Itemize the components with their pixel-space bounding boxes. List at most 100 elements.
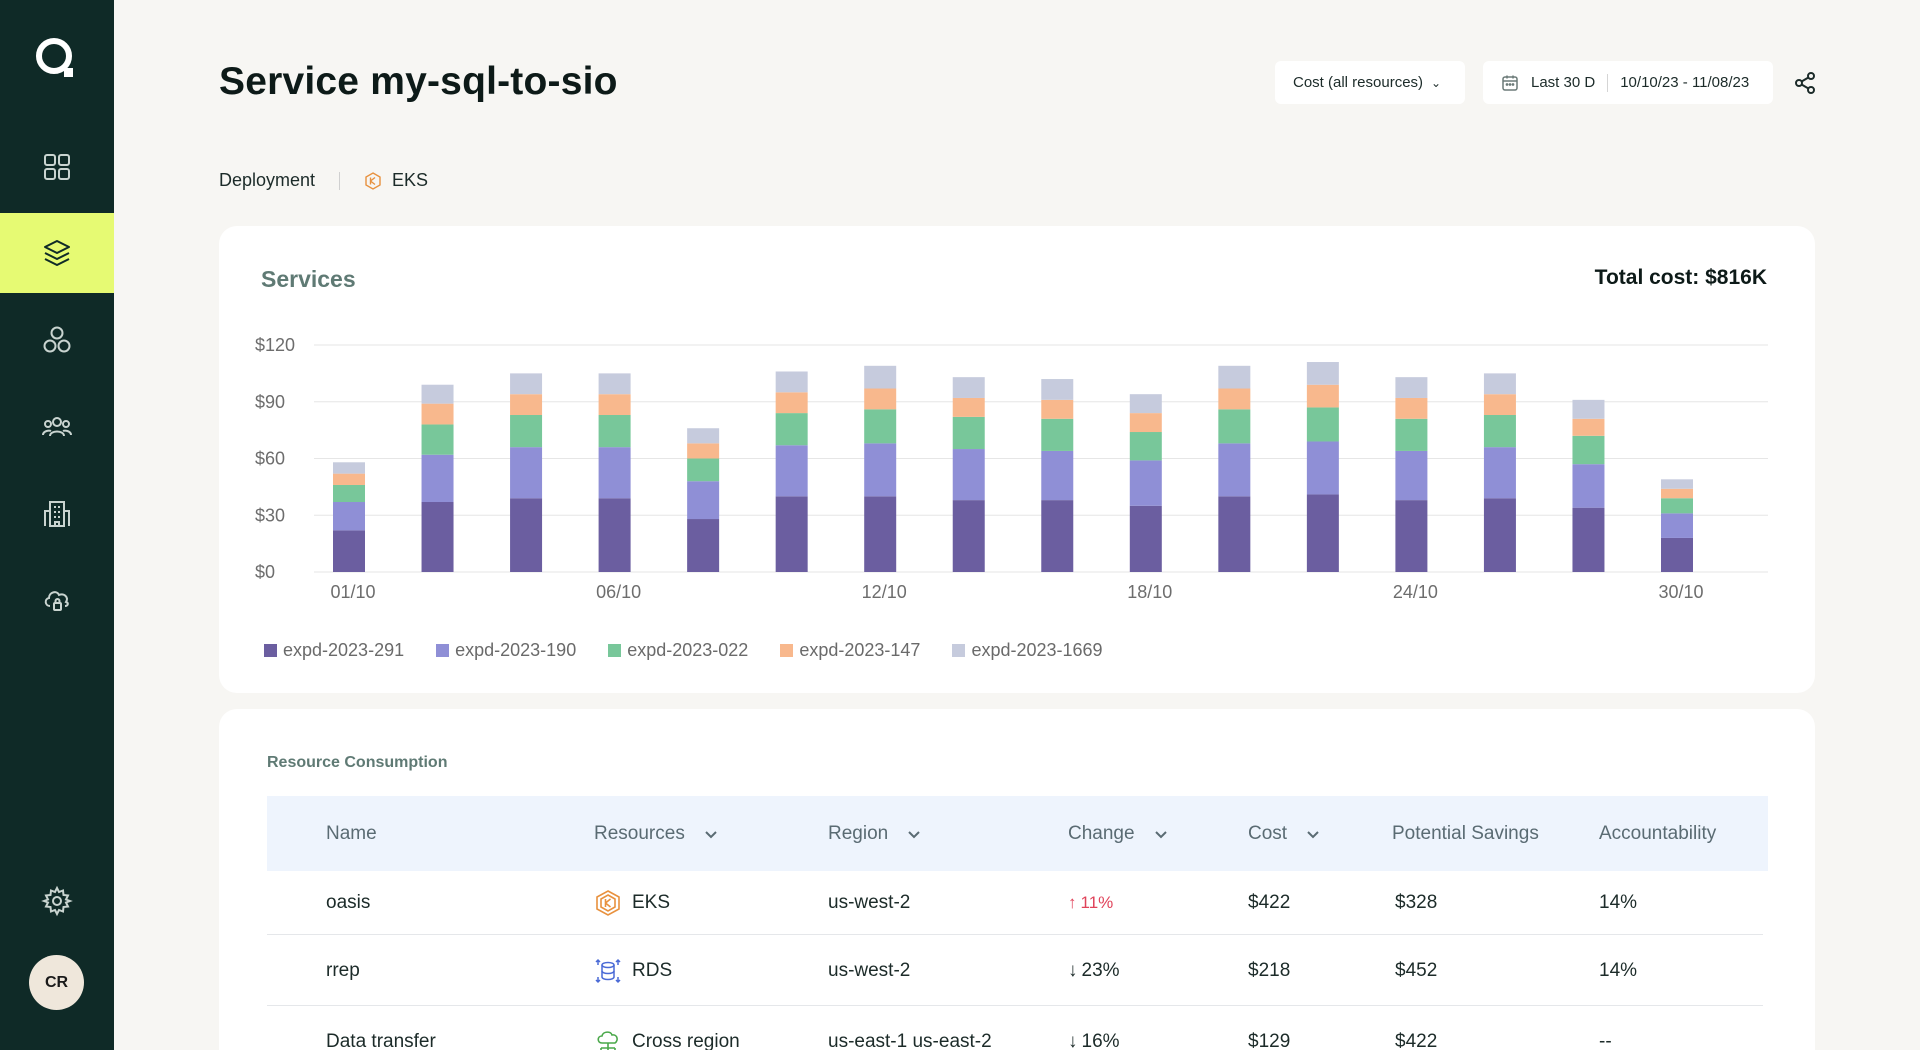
cell-accountability: 14% — [1599, 892, 1638, 913]
col-name[interactable]: Name — [326, 796, 377, 871]
legend-item[interactable]: expd-2023-291 — [264, 640, 404, 661]
bar-segment-expd-2023-1669 — [952, 377, 985, 398]
calendar-icon — [1502, 75, 1518, 91]
bar-segment-expd-2023-147 — [421, 403, 454, 425]
col-cost[interactable]: Cost — [1248, 796, 1321, 871]
services-icon — [43, 326, 71, 353]
col-change-label: Change — [1068, 822, 1135, 844]
bar-segment-expd-2023-291 — [1218, 496, 1251, 572]
arrow-up-icon: ↑ — [1068, 893, 1077, 912]
bar-segment-expd-2023-190 — [775, 445, 808, 497]
bar-segment-expd-2023-1669 — [1572, 399, 1605, 419]
bar-segment-expd-2023-190 — [1218, 443, 1251, 497]
cell-resource-label: RDS — [632, 960, 673, 981]
bar-segment-expd-2023-190 — [510, 447, 543, 499]
table-row[interactable]: Data transfer Cross region us-east-1 us-… — [267, 1007, 1763, 1050]
col-region-label: Region — [828, 822, 889, 844]
cell-change-value: 16% — [1081, 1031, 1120, 1050]
legend-label: expd-2023-022 — [627, 640, 749, 660]
table-title: Resource Consumption — [267, 754, 448, 771]
cell-resource-label: EKS — [632, 892, 671, 913]
bar-segment-expd-2023-022 — [510, 414, 543, 448]
legend-item[interactable]: expd-2023-190 — [436, 640, 576, 661]
cost-select[interactable]: Cost (all resources) ⌄ — [1275, 61, 1465, 104]
legend-swatch — [264, 644, 277, 657]
col-accountability[interactable]: Accountability — [1599, 796, 1716, 871]
bar-segment-expd-2023-190 — [1395, 450, 1428, 501]
legend-swatch — [780, 644, 794, 657]
bar-segment-expd-2023-022 — [1483, 414, 1516, 448]
legend-swatch — [608, 644, 622, 657]
bar-segment-expd-2023-147 — [1572, 418, 1605, 436]
bar-segment-expd-2023-147 — [510, 394, 543, 415]
cloud-network-icon — [597, 1031, 618, 1050]
table-row[interactable]: rrep RDS us-west-2 ↓ 23% $218 $452 14% — [267, 936, 1763, 1006]
bar-segment-expd-2023-190 — [952, 449, 985, 501]
col-name-label: Name — [326, 822, 377, 844]
table-header: Name Resources Region Change Cost Potent… — [267, 796, 1768, 871]
bar-segment-expd-2023-147 — [775, 392, 808, 414]
nav-services[interactable] — [0, 300, 114, 380]
nav-dashboard[interactable] — [0, 127, 114, 207]
bar-segment-expd-2023-147 — [952, 397, 985, 417]
avatar[interactable]: CR — [29, 955, 84, 1010]
deployment-label: Deployment — [219, 170, 316, 190]
bar-segment-expd-2023-291 — [1041, 500, 1074, 572]
bar-segment-expd-2023-022 — [1306, 407, 1339, 442]
bar-segment-expd-2023-147 — [1218, 388, 1251, 410]
bar-segment-expd-2023-291 — [1129, 505, 1162, 572]
bar-segment-expd-2023-022 — [1129, 432, 1162, 461]
date-range-picker[interactable]: Last 30 D 10/10/23 - 11/08/23 — [1483, 61, 1773, 104]
bar-segment-expd-2023-147 — [1661, 488, 1693, 499]
share-icon[interactable] — [1793, 71, 1817, 95]
cell-change: ↓ 16% — [1068, 1007, 1120, 1050]
table-row[interactable]: oasis EKS us-west-2 ↑ 11% $422 $328 14% — [267, 871, 1763, 935]
bar-segment-expd-2023-147 — [687, 443, 720, 459]
nav-settings[interactable] — [0, 861, 114, 941]
cell-accountability: -- — [1599, 1031, 1612, 1050]
nav-layers[interactable] — [0, 213, 114, 293]
cell-resource: RDS — [594, 936, 672, 1006]
cell-savings: $452 — [1395, 960, 1438, 981]
bar-segment-expd-2023-190 — [1041, 450, 1074, 501]
services-chart-card: Services Total cost: $816K $120 $90 $60 $30… — [219, 226, 1815, 693]
col-region[interactable]: Region — [828, 796, 922, 871]
x-tick-label: 30/10 — [1658, 582, 1703, 602]
bar-segment-expd-2023-022 — [1218, 409, 1251, 444]
cell-region: us-west-2 — [828, 892, 911, 913]
col-change[interactable]: Change — [1068, 796, 1169, 871]
col-resources[interactable]: Resources — [594, 796, 719, 871]
logo-icon[interactable] — [33, 35, 81, 83]
legend-item[interactable]: expd-2023-1669 — [952, 640, 1103, 661]
chevron-down-icon — [908, 830, 920, 838]
bar-segment-expd-2023-190 — [1572, 464, 1605, 508]
cell-resource-label: Cross region — [632, 1031, 740, 1050]
y-tick-label: $90 — [255, 392, 285, 412]
chevron-down-icon — [1307, 830, 1319, 838]
date-range-text: 10/10/23 - 11/08/23 — [1620, 74, 1750, 91]
cell-region: us-east-1 us-east-2 — [828, 1031, 992, 1050]
legend-swatch — [436, 644, 450, 657]
chevron-down-icon — [1154, 830, 1167, 838]
legend-item[interactable]: expd-2023-147 — [780, 640, 920, 661]
bar-segment-expd-2023-291 — [598, 498, 631, 572]
nav-organization[interactable] — [0, 474, 114, 554]
legend-item[interactable]: expd-2023-022 — [608, 640, 748, 661]
x-tick-label: 01/10 — [330, 582, 375, 602]
bar-segment-expd-2023-1669 — [421, 384, 454, 404]
eks-icon — [596, 890, 620, 916]
divider — [339, 171, 341, 190]
bar-segment-expd-2023-291 — [1483, 498, 1516, 572]
cell-cost: $422 — [1248, 892, 1291, 913]
bar-segment-expd-2023-022 — [864, 409, 897, 444]
nav-cloud-security[interactable] — [0, 560, 114, 640]
bar-segment-expd-2023-022 — [598, 414, 631, 448]
bar-segment-expd-2023-022 — [952, 416, 985, 450]
x-tick-label: 18/10 — [1127, 582, 1172, 602]
cell-resource: EKS — [594, 871, 670, 935]
bar-segment-expd-2023-1669 — [687, 428, 720, 444]
col-potential-savings[interactable]: Potential Savings — [1392, 796, 1539, 871]
nav-team[interactable] — [0, 387, 114, 467]
range-label: Last 30 D — [1531, 74, 1596, 91]
bar-segment-expd-2023-190 — [687, 481, 720, 520]
